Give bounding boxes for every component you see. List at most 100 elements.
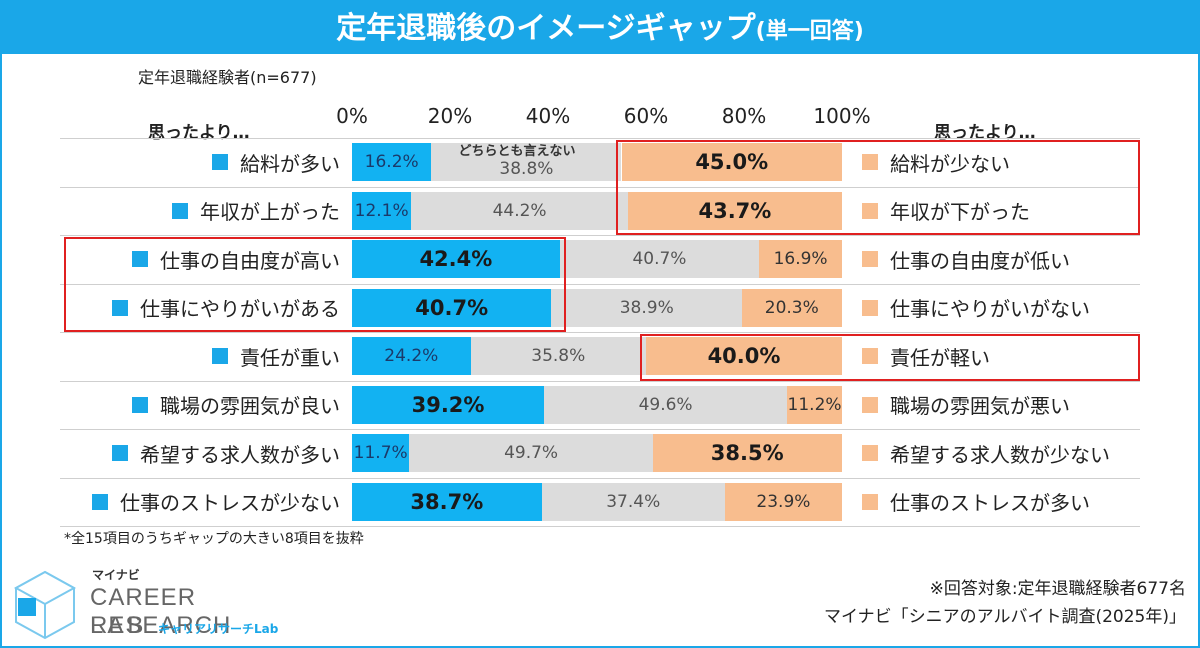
logo-brand: マイナビ — [92, 568, 140, 582]
chart-title: 定年退職後のイメージギャップ — [336, 11, 756, 46]
row-right-label-text: 責任が軽い — [890, 345, 990, 370]
blue-square-icon — [212, 348, 228, 364]
bar-segment-left: 12.1% — [352, 191, 412, 230]
row-right-label: 年収が下がった — [862, 197, 1030, 225]
row-left-label: 仕事のストレスが少ない — [92, 488, 340, 516]
row-right-label: 責任が軽い — [862, 342, 990, 370]
bar-segment-neutral: 49.7% — [409, 434, 653, 473]
row-separator — [60, 235, 1140, 236]
left-side-header: 思ったより… — [148, 123, 250, 143]
x-tick-label: 80% — [721, 104, 767, 128]
source-line-2: マイナビ「シニアのアルバイト調査(2025年)」 — [823, 607, 1186, 627]
bar-segment-left: 42.4% — [352, 240, 560, 279]
row-separator — [60, 477, 1140, 479]
x-tick-label: 100% — [813, 104, 871, 128]
row-left-label: 仕事にやりがいがある — [112, 294, 340, 322]
bar-segment-right: 11.2% — [787, 385, 842, 424]
row-separator — [60, 138, 1140, 139]
cube-logo-icon — [13, 570, 77, 640]
orange-square-icon — [862, 251, 878, 267]
row-right-label-text: 仕事にやりがいがない — [890, 297, 1090, 321]
row-left-label-text: 給料が多い — [240, 151, 340, 176]
career-research-lab-logo: マイナビ CAREER RESEARCH LAB キャリアリサーチLab — [10, 568, 330, 642]
bar-segment-neutral: 40.7% — [559, 240, 760, 279]
title-bar: 定年退職後のイメージギャップ(単一回答) — [2, 2, 1198, 54]
row-right-label-text: 希望する求人数が少ない — [890, 442, 1110, 467]
logo-line1: CAREER RESEARCH — [90, 584, 232, 639]
row-left-label: 年収が上がった — [172, 197, 340, 225]
neither-label: どちらとも言えない — [458, 144, 576, 159]
bar-segment-neutral: 35.8% — [470, 337, 646, 376]
logo-kana: キャリアリサーチLab — [158, 622, 279, 636]
orange-square-icon — [862, 202, 878, 219]
row-separator — [60, 283, 1140, 285]
row-right-label-text: 年収が下がった — [890, 200, 1030, 224]
bar-segment-neutral: 49.6% — [544, 385, 788, 424]
bar-segment-left: 38.7% — [352, 482, 542, 521]
orange-square-icon — [862, 348, 878, 364]
row-separator — [60, 332, 1140, 333]
bar-segment-neutral: 38.8% — [431, 143, 622, 182]
orange-square-icon — [862, 445, 878, 461]
row-left-label-text: 職場の雰囲気が良い — [160, 394, 340, 418]
row-right-label: 仕事のストレスが多い — [862, 488, 1090, 516]
bar-segment-neutral: 38.9% — [551, 288, 743, 327]
blue-square-icon — [92, 493, 108, 510]
bar-segment-left: 39.2% — [352, 385, 545, 424]
row-left-label-text: 年収が上がった — [200, 200, 340, 224]
chart-title-sub: (単一回答) — [755, 19, 864, 44]
bar-segment-left: 11.7% — [352, 434, 410, 473]
row-separator — [60, 186, 1140, 188]
bar-segment-right: 40.0% — [646, 337, 842, 376]
bar-segment-right: 38.5% — [652, 434, 842, 473]
row-separator — [60, 380, 1140, 382]
row-right-label-text: 給料が少ない — [890, 151, 1010, 176]
row-right-label: 希望する求人数が少ない — [862, 439, 1110, 467]
logo-line2: LAB — [90, 612, 148, 639]
source-line-1: ※回答対象:定年退職経験者677名 — [929, 579, 1186, 599]
row-right-label-text: 職場の雰囲気が悪い — [890, 394, 1070, 418]
bar-segment-left: 16.2% — [352, 143, 432, 182]
footnote: *全15項目のうちギャップの大きい8項目を抜粋 — [64, 531, 364, 547]
highlight-box — [640, 334, 1140, 381]
blue-square-icon — [112, 299, 128, 316]
respondents-label: 定年退職経験者(n=677) — [138, 68, 317, 87]
row-separator — [60, 526, 1140, 527]
x-tick-label: 20% — [427, 104, 473, 128]
bar-segment-left: 24.2% — [352, 337, 471, 376]
row-left-label: 希望する求人数が多い — [112, 439, 340, 467]
bar-segment-right: 16.9% — [759, 240, 842, 279]
highlight-box — [64, 237, 566, 332]
row-right-label: 仕事にやりがいがない — [862, 294, 1090, 322]
blue-square-icon — [132, 396, 148, 413]
x-tick-label: 0% — [336, 104, 368, 128]
row-right-label-text: 仕事のストレスが多い — [890, 491, 1090, 515]
bar-segment-neutral: 37.4% — [541, 482, 725, 521]
x-tick-label: 40% — [525, 104, 571, 128]
blue-square-icon — [112, 445, 128, 461]
highlight-box — [615, 140, 1140, 235]
row-right-label-text: 仕事の自由度が低い — [890, 248, 1070, 273]
row-right-label: 仕事の自由度が低い — [862, 245, 1070, 273]
row-left-label: 給料が多い — [212, 148, 340, 176]
row-separator — [60, 429, 1140, 430]
bar-segment-neutral: 44.2% — [411, 191, 628, 230]
row-left-label-text: 責任が重い — [240, 345, 340, 370]
row-left-label-text: 希望する求人数が多い — [140, 442, 340, 467]
bar-segment-left: 40.7% — [352, 288, 552, 327]
row-left-label: 仕事の自由度が高い — [132, 245, 340, 273]
orange-square-icon — [862, 154, 878, 170]
row-left-label: 職場の雰囲気が良い — [132, 391, 340, 419]
row-left-label-text: 仕事の自由度が高い — [160, 248, 340, 273]
orange-square-icon — [862, 396, 878, 413]
row-right-label: 職場の雰囲気が悪い — [862, 391, 1070, 419]
orange-square-icon — [862, 299, 878, 316]
row-left-label-text: 仕事にやりがいがある — [140, 297, 340, 321]
row-left-label: 責任が重い — [212, 342, 340, 370]
row-left-label-text: 仕事のストレスが少ない — [120, 491, 340, 515]
row-right-label: 給料が少ない — [862, 148, 1010, 176]
bar-segment-right: 45.0% — [621, 143, 842, 182]
bar-segment-right: 20.3% — [742, 288, 842, 327]
bar-segment-right: 23.9% — [724, 482, 842, 521]
